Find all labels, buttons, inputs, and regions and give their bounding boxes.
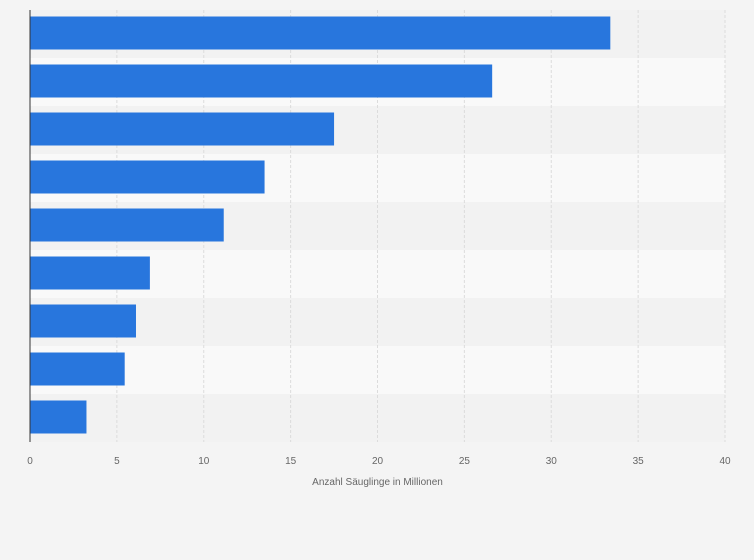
bar <box>30 208 224 242</box>
bar <box>30 16 611 50</box>
x-tick-label: 5 <box>114 456 120 467</box>
x-tick-label: 25 <box>459 456 471 467</box>
x-tick-label: 20 <box>372 456 384 467</box>
x-tick-label: 10 <box>198 456 210 467</box>
bar <box>30 400 87 434</box>
bars <box>30 16 611 434</box>
x-tick-label: 40 <box>719 456 731 467</box>
x-tick-labels: 0 5 10 15 20 25 30 35 40 <box>27 456 731 467</box>
bar <box>30 160 265 194</box>
x-tick-label: 30 <box>546 456 558 467</box>
x-tick-label: 0 <box>27 456 33 467</box>
bar <box>30 256 150 290</box>
bar <box>30 64 493 98</box>
bar <box>30 352 125 386</box>
x-tick-label: 35 <box>633 456 645 467</box>
x-axis-title: Anzahl Säuglinge in Millionen <box>312 477 443 488</box>
bar <box>30 112 335 146</box>
bar <box>30 304 136 338</box>
x-tick-label: 15 <box>285 456 297 467</box>
